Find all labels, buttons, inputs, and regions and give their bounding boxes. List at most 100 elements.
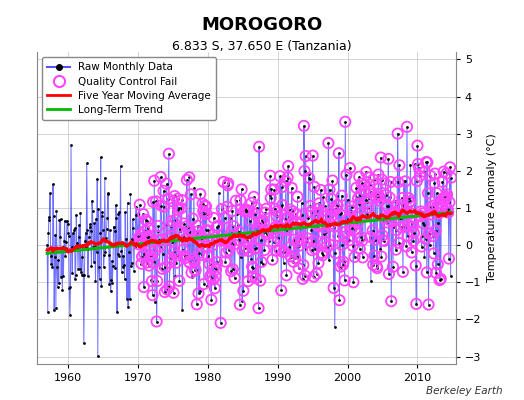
Point (147, 252, 155, 259)
Point (299, 276, 307, 282)
Point (392, 227, 401, 233)
Point (404, 222, 412, 228)
Point (92, 216, 100, 222)
Point (375, 194, 383, 200)
Point (332, 206, 340, 212)
Point (436, 200, 444, 206)
Point (226, 240, 235, 246)
Point (347, 203, 356, 210)
Point (151, 299, 159, 306)
Point (61, 253, 69, 259)
Point (403, 124, 411, 130)
Point (245, 208, 254, 214)
Point (79, 271, 88, 278)
Point (135, 234, 144, 240)
Point (375, 198, 384, 204)
Point (241, 244, 249, 251)
Point (351, 254, 359, 260)
Point (430, 250, 438, 256)
Point (163, 286, 171, 293)
Point (48, 264, 57, 270)
Point (160, 204, 168, 210)
Point (305, 176, 314, 182)
Point (289, 208, 297, 214)
Point (83, 227, 92, 233)
Point (212, 266, 220, 273)
Point (383, 203, 391, 210)
Point (384, 156, 392, 162)
Point (276, 173, 284, 180)
Point (139, 284, 148, 290)
Point (195, 250, 203, 256)
Point (414, 161, 422, 167)
Point (321, 203, 330, 209)
Point (172, 217, 180, 223)
Point (137, 231, 145, 238)
Point (373, 265, 381, 271)
Point (271, 224, 280, 230)
Point (438, 203, 446, 210)
Point (230, 241, 238, 248)
Point (188, 269, 196, 276)
Point (367, 189, 376, 195)
Point (270, 186, 278, 193)
Point (429, 233, 437, 239)
Point (326, 220, 335, 227)
Point (269, 229, 277, 236)
Point (254, 305, 263, 311)
Point (288, 219, 297, 226)
Point (314, 260, 323, 266)
Point (394, 179, 402, 185)
Point (237, 254, 245, 260)
Point (167, 223, 175, 229)
Point (245, 208, 254, 214)
Point (410, 215, 419, 222)
Point (396, 224, 405, 230)
Point (443, 191, 451, 198)
Point (210, 264, 219, 270)
Point (283, 227, 291, 233)
Point (409, 238, 418, 244)
Point (193, 301, 201, 308)
Point (185, 174, 193, 180)
Point (384, 203, 392, 209)
Point (167, 255, 176, 261)
Point (99, 209, 107, 215)
Point (308, 247, 316, 253)
Point (55, 216, 63, 223)
Point (53, 284, 62, 290)
Point (305, 175, 313, 181)
Point (175, 278, 183, 284)
Point (266, 172, 275, 179)
Point (253, 205, 261, 211)
Point (138, 239, 147, 246)
Point (330, 285, 338, 291)
Point (211, 273, 220, 280)
Point (358, 237, 366, 244)
Point (408, 220, 417, 226)
Point (413, 142, 422, 149)
Point (191, 267, 200, 273)
Point (143, 218, 151, 225)
Point (104, 191, 112, 198)
Point (136, 202, 144, 208)
Point (447, 174, 455, 181)
Point (401, 210, 410, 216)
Point (148, 278, 156, 284)
Point (194, 223, 202, 229)
Point (184, 224, 192, 230)
Point (433, 204, 441, 210)
Point (123, 200, 132, 206)
Point (320, 224, 329, 231)
Point (210, 215, 218, 221)
Point (398, 195, 407, 201)
Point (221, 258, 230, 265)
Point (370, 252, 378, 259)
Point (333, 202, 342, 209)
Point (161, 264, 170, 270)
Point (252, 245, 260, 251)
Point (272, 248, 280, 254)
Point (212, 224, 221, 230)
Point (236, 302, 244, 308)
Point (321, 239, 329, 245)
